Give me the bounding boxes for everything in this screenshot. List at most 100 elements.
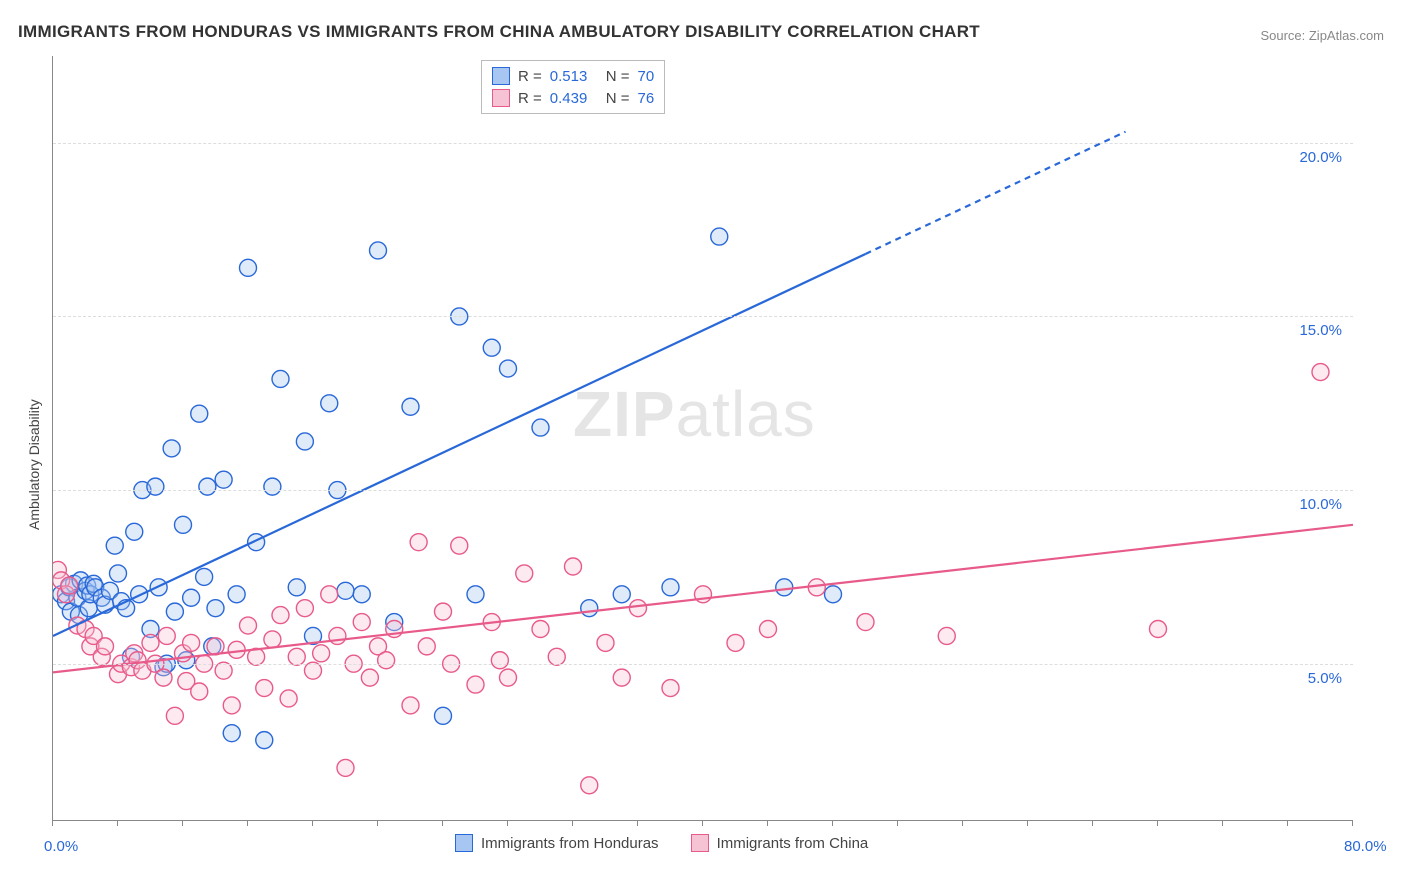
scatter-point <box>451 537 468 554</box>
scatter-point <box>191 683 208 700</box>
scatter-point <box>321 586 338 603</box>
scatter-point <box>126 523 143 540</box>
x-tick <box>377 820 378 826</box>
scatter-point <box>532 621 549 638</box>
scatter-point <box>191 405 208 422</box>
scatter-point <box>662 680 679 697</box>
scatter-point <box>183 589 200 606</box>
x-tick <box>897 820 898 826</box>
x-tick <box>1092 820 1093 826</box>
scatter-point <box>613 669 630 686</box>
gridline <box>53 316 1353 317</box>
n-label: N = <box>606 90 630 107</box>
scatter-point <box>1312 364 1329 381</box>
scatter-point <box>321 395 338 412</box>
x-tick <box>312 820 313 826</box>
legend-correlation-row: R =0.513N =70 <box>492 65 654 87</box>
scatter-point <box>196 568 213 585</box>
scatter-point <box>106 537 123 554</box>
scatter-point <box>630 600 647 617</box>
scatter-point <box>288 579 305 596</box>
r-label: R = <box>518 68 542 85</box>
scatter-point <box>199 478 216 495</box>
scatter-point <box>223 725 240 742</box>
legend-series-item: Immigrants from Honduras <box>455 834 659 852</box>
trend-line-dashed <box>866 132 1126 254</box>
scatter-point <box>228 586 245 603</box>
gridline <box>53 143 1353 144</box>
scatter-point <box>662 579 679 596</box>
plot-svg <box>53 56 1353 820</box>
scatter-point <box>727 634 744 651</box>
scatter-point <box>288 648 305 665</box>
scatter-point <box>110 565 127 582</box>
scatter-point <box>305 662 322 679</box>
source-label: Source: ZipAtlas.com <box>1260 28 1384 43</box>
scatter-point <box>597 634 614 651</box>
gridline <box>53 490 1353 491</box>
scatter-point <box>353 586 370 603</box>
legend-correlation-row: R =0.439N =76 <box>492 87 654 109</box>
scatter-point <box>435 707 452 724</box>
y-tick-label: 15.0% <box>1292 322 1342 339</box>
scatter-point <box>370 242 387 259</box>
scatter-point <box>155 669 172 686</box>
scatter-point <box>166 603 183 620</box>
scatter-point <box>938 627 955 644</box>
scatter-point <box>215 662 232 679</box>
scatter-point <box>256 680 273 697</box>
scatter-point <box>581 777 598 794</box>
scatter-point <box>361 669 378 686</box>
legend-swatch <box>492 67 510 85</box>
trend-line <box>53 525 1353 673</box>
legend-series-label: Immigrants from China <box>717 835 869 852</box>
scatter-point <box>147 478 164 495</box>
scatter-point <box>613 586 630 603</box>
scatter-point <box>296 600 313 617</box>
r-value: 0.513 <box>550 68 598 85</box>
scatter-point <box>581 600 598 617</box>
x-tick <box>117 820 118 826</box>
scatter-point <box>223 697 240 714</box>
plot-area: ZIPatlas <box>52 56 1353 821</box>
x-tick <box>1157 820 1158 826</box>
x-tick <box>507 820 508 826</box>
scatter-point <box>402 697 419 714</box>
scatter-point <box>264 478 281 495</box>
y-axis-label: Ambulatory Disability <box>26 399 42 530</box>
x-tick <box>572 820 573 826</box>
scatter-point <box>483 339 500 356</box>
scatter-point <box>97 638 114 655</box>
scatter-point <box>857 614 874 631</box>
scatter-point <box>240 259 257 276</box>
x-tick <box>182 820 183 826</box>
x-tick <box>767 820 768 826</box>
x-tick <box>832 820 833 826</box>
scatter-point <box>467 676 484 693</box>
x-tick <box>1352 820 1353 826</box>
y-tick-label: 10.0% <box>1292 496 1342 513</box>
x-tick <box>637 820 638 826</box>
legend-correlation-box: R =0.513N =70R =0.439N =76 <box>481 60 665 114</box>
x-tick <box>1287 820 1288 826</box>
scatter-point <box>183 634 200 651</box>
scatter-point <box>516 565 533 582</box>
x-tick-label: 80.0% <box>1344 838 1387 855</box>
scatter-point <box>175 516 192 533</box>
n-value: 76 <box>638 90 655 107</box>
scatter-point <box>296 433 313 450</box>
scatter-point <box>500 360 517 377</box>
scatter-point <box>61 577 78 594</box>
legend-swatch <box>492 89 510 107</box>
x-tick <box>1222 820 1223 826</box>
y-tick-label: 20.0% <box>1292 149 1342 166</box>
scatter-point <box>532 419 549 436</box>
x-tick <box>962 820 963 826</box>
scatter-point <box>256 732 273 749</box>
scatter-point <box>166 707 183 724</box>
legend-series-label: Immigrants from Honduras <box>481 835 659 852</box>
r-label: R = <box>518 90 542 107</box>
scatter-point <box>215 471 232 488</box>
n-value: 70 <box>638 68 655 85</box>
scatter-point <box>491 652 508 669</box>
